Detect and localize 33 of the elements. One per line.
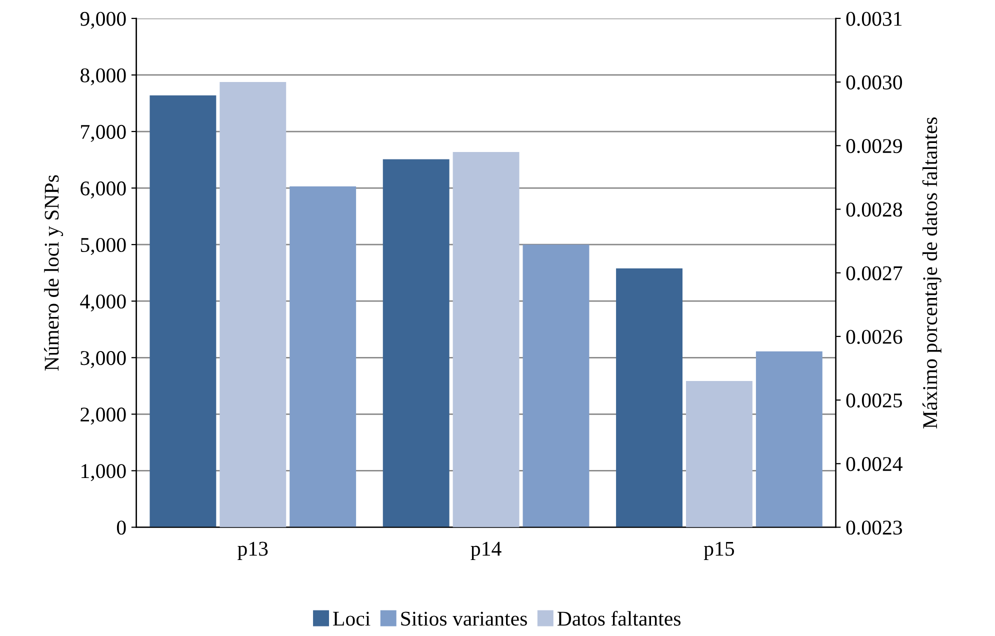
x-tick-label: p14 bbox=[470, 542, 502, 560]
y-tick-label: 5,000 bbox=[80, 238, 126, 256]
y-tick-label: 7,000 bbox=[81, 124, 126, 142]
legend-label: Sitios variantes bbox=[401, 612, 527, 626]
bar bbox=[522, 244, 590, 528]
y2-tick-label: 0.0023 bbox=[846, 520, 902, 535]
y2-axis-title: Máximo porcentaje de datos faltantes bbox=[922, 117, 942, 428]
y2-tick-label: 0.0029 bbox=[846, 139, 902, 154]
bar bbox=[756, 351, 822, 528]
y2-tick-label: 0.0024 bbox=[846, 457, 902, 472]
x-tick-label: p13 bbox=[238, 542, 268, 560]
y2-tick-label: 0.0026 bbox=[846, 330, 902, 344]
bar bbox=[290, 186, 356, 528]
y-tick-label: 8,000 bbox=[80, 68, 126, 86]
legend-label: Datos faltantes bbox=[557, 610, 681, 626]
bar bbox=[150, 95, 216, 528]
x-tick-label: p15 bbox=[704, 542, 734, 560]
y-tick-label: 1,000 bbox=[82, 464, 126, 482]
y-tick-label: 6,000 bbox=[80, 181, 126, 198]
y2-tick-label: 0.0027 bbox=[846, 266, 902, 280]
y-axis-title: Número de loci y SNPs bbox=[44, 175, 64, 371]
y2-tick-label: 0.0028 bbox=[846, 202, 902, 217]
y-tick-label: 9,000 bbox=[80, 12, 126, 29]
y2-tick-label: 0.0031 bbox=[846, 12, 902, 26]
y-tick-label: 2,000 bbox=[80, 408, 126, 425]
y-tick-label: 4,000 bbox=[80, 294, 126, 312]
y2-tick-label: 0.0025 bbox=[846, 393, 902, 408]
y2-tick-label: 0.0030 bbox=[846, 75, 902, 90]
y-tick-label: 3,000 bbox=[80, 351, 126, 368]
bar bbox=[382, 159, 450, 528]
legend-label: Loci bbox=[333, 612, 370, 626]
bar bbox=[616, 268, 682, 528]
y-tick-label: 0 bbox=[116, 520, 126, 535]
